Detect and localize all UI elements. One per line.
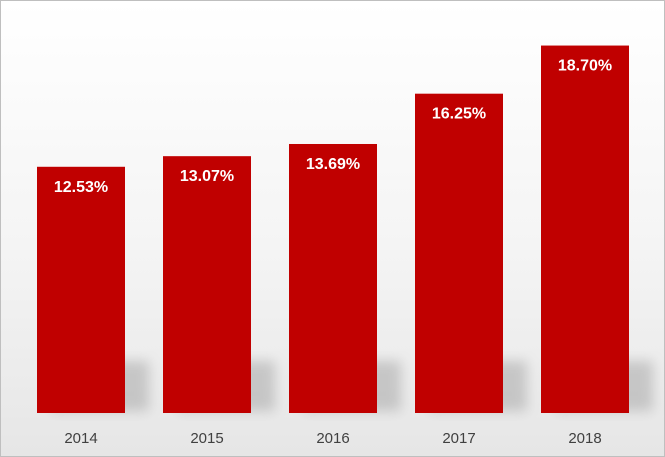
data-label-2018: 18.70%	[558, 58, 612, 75]
bar-2014	[37, 166, 125, 413]
bars-group	[37, 45, 629, 414]
data-label-2016: 13.69%	[306, 156, 360, 173]
category-label-2015: 2015	[190, 430, 223, 447]
bar-2015	[163, 156, 251, 413]
category-label-2016: 2016	[316, 430, 349, 447]
data-label-2015: 13.07%	[180, 168, 234, 185]
bar-2018	[541, 45, 629, 414]
category-label-2018: 2018	[568, 430, 601, 447]
category-labels-group: 2014 2015 2016 2017 2018	[64, 430, 601, 447]
category-label-2014: 2014	[64, 430, 97, 447]
data-label-2014: 12.53%	[54, 179, 108, 196]
data-labels-group: 12.53% 13.07% 13.69% 16.25% 18.70%	[54, 58, 612, 196]
category-label-2017: 2017	[442, 430, 475, 447]
data-label-2017: 16.25%	[432, 106, 486, 123]
bar-2017	[415, 93, 503, 413]
bar-2016	[289, 143, 377, 413]
